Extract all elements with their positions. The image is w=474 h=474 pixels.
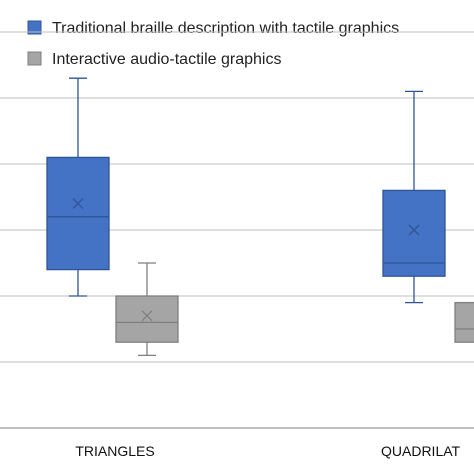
legend-label-traditional-braille: Traditional braille description with tac… bbox=[52, 20, 399, 37]
box-series-1-quadrilat bbox=[454, 301, 474, 343]
legend-swatch-traditional-braille bbox=[27, 20, 42, 35]
x-tick-label-quadrilat: QUADRILAT bbox=[381, 443, 461, 459]
legend-swatch-interactive-audio-tactile bbox=[27, 51, 42, 66]
x-tick-labels: TRIANGLES QUADRILAT bbox=[75, 443, 460, 459]
box-series-1-triangles bbox=[115, 295, 179, 343]
mean-marker-series-0-quadrilat bbox=[408, 224, 420, 236]
box-series-0-triangles bbox=[46, 156, 110, 271]
legend-label-interactive-audio-tactile: Interactive audio-tactile graphics bbox=[52, 51, 281, 68]
legend: Traditional braille description with tac… bbox=[27, 20, 399, 68]
box-series-0-quadrilat bbox=[382, 189, 446, 277]
mean-marker-series-1-triangles bbox=[141, 310, 153, 322]
mean-marker-series-0-triangles bbox=[72, 198, 84, 210]
x-tick-label-triangles: TRIANGLES bbox=[75, 443, 154, 459]
boxes bbox=[46, 77, 474, 357]
